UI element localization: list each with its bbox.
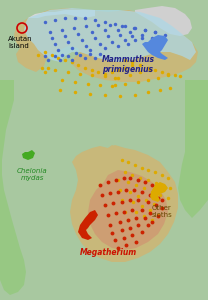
- Text: Megatherium: Megatherium: [79, 248, 137, 257]
- Polygon shape: [24, 8, 196, 62]
- Text: Other
sloths: Other sloths: [152, 205, 172, 218]
- Polygon shape: [22, 150, 35, 160]
- Polygon shape: [135, 6, 192, 36]
- Polygon shape: [178, 80, 208, 218]
- Polygon shape: [70, 145, 178, 262]
- Text: Mammuthus
primigenius: Mammuthus primigenius: [102, 55, 155, 74]
- Polygon shape: [28, 10, 95, 18]
- Polygon shape: [14, 8, 198, 82]
- Text: Chelonia
mydas: Chelonia mydas: [17, 168, 47, 181]
- Polygon shape: [78, 210, 98, 240]
- Polygon shape: [0, 80, 26, 295]
- Text: Akutan
Island: Akutan Island: [8, 36, 33, 49]
- Polygon shape: [142, 35, 168, 60]
- Polygon shape: [150, 182, 168, 202]
- Polygon shape: [108, 145, 122, 162]
- Polygon shape: [88, 170, 168, 250]
